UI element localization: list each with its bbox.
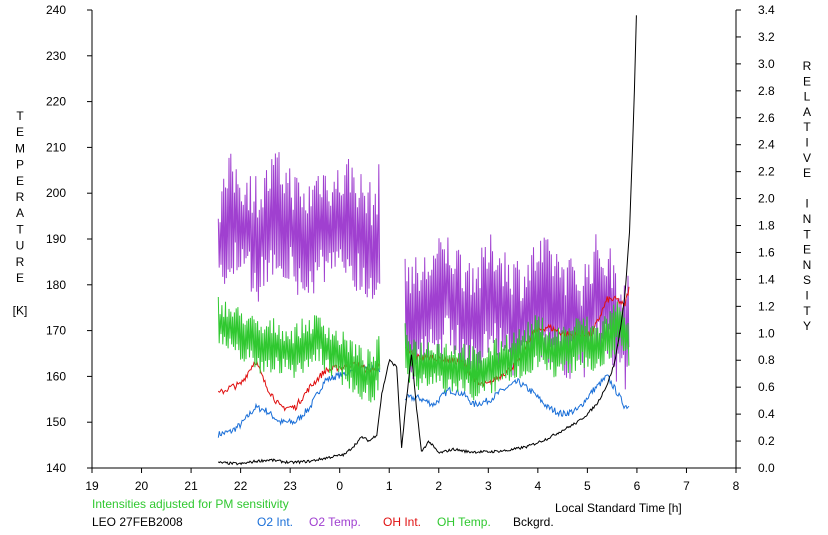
- y-left-label-letter: P: [16, 158, 24, 172]
- y-right-label-letter: N: [803, 258, 812, 272]
- legend: O2 Int. O2 Temp. OH Int. OH Temp. Bckgrd.: [257, 515, 554, 529]
- y-right-tick-label: 0.6: [758, 380, 775, 394]
- y-right-label-letter: L: [804, 90, 811, 104]
- y-left-tick-label: 190: [46, 232, 66, 246]
- x-tick-label: 23: [283, 479, 297, 493]
- y-right-label-letter: T: [803, 120, 811, 134]
- legend-entry: OH Temp.: [437, 515, 491, 529]
- legend-entry: O2 Temp.: [309, 515, 361, 529]
- y-right-label-letter: T: [803, 227, 811, 241]
- y-right-tick-label: 1.4: [758, 272, 775, 286]
- y-left-label-letter: E: [16, 271, 24, 285]
- x-axis-label: Local Standard Time [h]: [555, 501, 682, 515]
- y-left-tick-label: 150: [46, 415, 66, 429]
- x-tick-label: 22: [234, 479, 248, 493]
- x-tick-label: 2: [435, 479, 442, 493]
- y-left-tick-label: 210: [46, 140, 66, 154]
- y-left-tick-label: 170: [46, 324, 66, 338]
- x-tick-label: 4: [535, 479, 542, 493]
- y-right-label-letter: I: [805, 136, 808, 150]
- y-right-tick-label: 3.2: [758, 30, 775, 44]
- y-left-label-letter: E: [16, 125, 24, 139]
- y-right-tick-label: 3.0: [758, 57, 775, 71]
- series-line-o2-temp: [404, 234, 630, 390]
- y-right-label-letter: N: [803, 212, 812, 226]
- x-tick-label: 19: [85, 479, 99, 493]
- y-right-tick-label: 0.8: [758, 353, 775, 367]
- y-left-tick-label: 160: [46, 369, 66, 383]
- legend-entry: OH Int.: [383, 515, 421, 529]
- y-right-tick-label: 1.0: [758, 326, 775, 340]
- y-right-label-letter: I: [805, 197, 808, 211]
- y-right-label-letter: A: [803, 105, 811, 119]
- y-right-tick-label: 2.0: [758, 192, 775, 206]
- y-left-tick-label: 240: [46, 3, 66, 17]
- y-left-label-letter: [K]: [13, 303, 28, 317]
- y-left-tick-label: 200: [46, 186, 66, 200]
- y-right-label-letter: E: [803, 74, 811, 88]
- y-right-tick-label: 1.6: [758, 245, 775, 259]
- y-left-label-letter: U: [16, 239, 25, 253]
- x-tick-label: 3: [485, 479, 492, 493]
- y-left-label-letter: R: [16, 255, 25, 269]
- y-left-tick-label: 230: [46, 49, 66, 63]
- y-right-label-letter: R: [803, 59, 812, 73]
- y-right-label-letter: T: [803, 304, 811, 318]
- y-right-tick-label: 0.0: [758, 461, 775, 475]
- x-tick-label: 0: [336, 479, 343, 493]
- series-line-o2-temp: [217, 152, 381, 302]
- y-right-label-letter: S: [803, 273, 811, 287]
- x-tick-label: 8: [733, 479, 740, 493]
- y-left-tick-label: 220: [46, 95, 66, 109]
- y-right-label-letter: I: [805, 289, 808, 303]
- note-text: Intensities adjusted for PM sensitivity: [92, 497, 289, 511]
- y-right-tick-label: 0.4: [758, 407, 775, 421]
- x-tick-label: 1: [386, 479, 393, 493]
- y-right-label-letter: E: [803, 243, 811, 257]
- x-tick-label: 5: [584, 479, 591, 493]
- x-tick-label: 21: [184, 479, 198, 493]
- series-line-o2-int: [404, 374, 630, 418]
- y-left-label-letter: T: [16, 109, 24, 123]
- y-right-tick-label: 2.6: [758, 111, 775, 125]
- series-line-oh-temp: [404, 301, 630, 401]
- y-left-label-letter: A: [16, 206, 24, 220]
- axes: 19 20 21 22 23 0 1 2 3 4 5 6 7 8140150160170180190200…: [46, 3, 775, 493]
- y-right-tick-label: 0.2: [758, 434, 775, 448]
- y-left-label-letter: E: [16, 174, 24, 188]
- y-left-tick-label: 180: [46, 278, 66, 292]
- x-tick-label: 6: [634, 479, 641, 493]
- legend-entry: Bckgrd.: [513, 515, 554, 529]
- y-right-tick-label: 2.2: [758, 165, 775, 179]
- y-left-label-letter: M: [15, 141, 25, 155]
- y-right-tick-label: 3.4: [758, 3, 775, 17]
- y-left-tick-label: 140: [46, 461, 66, 475]
- legend-entry: O2 Int.: [257, 515, 293, 529]
- y-left-label-letter: T: [16, 222, 24, 236]
- x-tick-label: 7: [683, 479, 690, 493]
- y-right-label-letter: E: [803, 166, 811, 180]
- y-right-tick-label: 2.4: [758, 138, 775, 152]
- y-right-tick-label: 1.2: [758, 299, 775, 313]
- plot-area: [217, 15, 637, 466]
- y-right-label-letter: V: [803, 151, 811, 165]
- station-label: LEO 27FEB2008: [92, 515, 183, 529]
- y-right-tick-label: 1.8: [758, 219, 775, 233]
- series-line-bckgrd: [217, 15, 637, 466]
- y-right-label-letter: Y: [803, 319, 811, 333]
- series-line-oh-temp: [217, 296, 381, 403]
- y-right-tick-label: 2.8: [758, 84, 775, 98]
- y-left-label-letter: R: [16, 190, 25, 204]
- x-tick-label: 20: [135, 479, 149, 493]
